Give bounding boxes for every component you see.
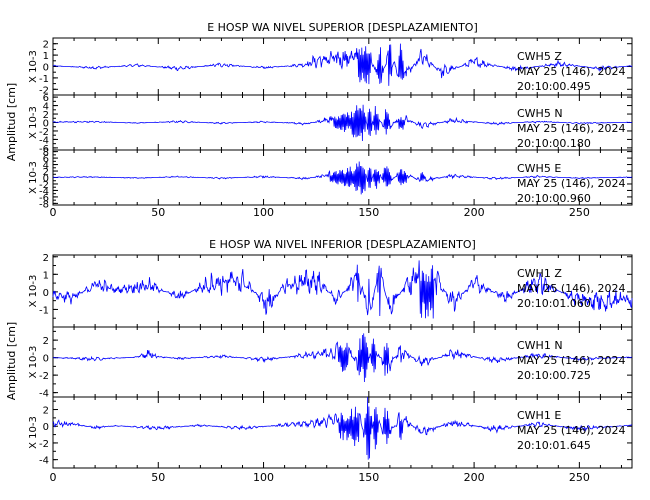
y-tick-label: -2 bbox=[39, 180, 49, 191]
x-tick-label: 50 bbox=[151, 206, 165, 219]
y-tick-label: 0 bbox=[43, 288, 49, 299]
channel-label: CWH1 Z bbox=[517, 267, 562, 280]
y-tick-label: 2 bbox=[43, 253, 49, 264]
series-line bbox=[52, 43, 633, 86]
channel-label: CWH1 N bbox=[517, 339, 563, 352]
scale-label: X 10-3 bbox=[28, 416, 39, 449]
x-tick-label: 200 bbox=[464, 206, 485, 219]
date-label: MAY 25 (146), 2024 bbox=[517, 122, 625, 135]
y-tick-label: 2 bbox=[43, 110, 49, 121]
x-tick-label: 250 bbox=[569, 471, 590, 484]
series-line bbox=[52, 396, 633, 460]
time-label: 20:10:01.060 bbox=[517, 297, 591, 310]
channel-label: CWH5 Z bbox=[517, 50, 562, 63]
panel-cwh1-e: -4 -2 0 2 X 10-3 CWH1 E MAY 25 (146), 2024 20:1… bbox=[28, 396, 633, 469]
scale-label: X 10-3 bbox=[28, 106, 39, 139]
scale-label: X 10-3 bbox=[28, 50, 39, 83]
y-axis-label: Amplitud [cm] bbox=[5, 322, 18, 400]
date-label: MAY 25 (146), 2024 bbox=[517, 65, 625, 78]
channel-label: CWH5 E bbox=[517, 162, 561, 175]
x-tick-label: 0 bbox=[50, 206, 57, 219]
y-tick-label: -1 bbox=[39, 74, 49, 85]
y-tick-label: -6 bbox=[39, 144, 49, 155]
chart-title: E HOSP WA NIVEL INFERIOR [DESPLAZAMIENTO… bbox=[209, 238, 476, 251]
x-tick-label: 200 bbox=[464, 471, 485, 484]
y-tick-label: 0 bbox=[43, 119, 49, 130]
y-tick-label: 6 bbox=[43, 93, 49, 104]
series-line bbox=[52, 104, 632, 142]
y-tick-label: -2 bbox=[39, 85, 49, 96]
time-label: 20:10:00.960 bbox=[517, 192, 591, 205]
y-tick-label: -1 bbox=[39, 305, 49, 316]
y-tick-label: -2 bbox=[39, 127, 49, 138]
x-tick-label: 100 bbox=[253, 471, 274, 484]
series-line bbox=[53, 161, 633, 195]
y-tick-label: 4 bbox=[43, 102, 49, 113]
y-tick-label: -2 bbox=[39, 439, 49, 450]
y-tick-label: 8 bbox=[43, 148, 49, 159]
y-tick-label: 4 bbox=[43, 161, 49, 172]
chart-title: E HOSP WA NIVEL SUPERIOR [DESPLAZAMIENTO… bbox=[207, 21, 478, 34]
date-label: MAY 25 (146), 2024 bbox=[517, 177, 625, 190]
y-tick-label: -4 bbox=[39, 389, 49, 400]
x-tick-label: 0 bbox=[50, 471, 57, 484]
y-tick-label: -6 bbox=[39, 193, 49, 204]
channel-label: CWH1 E bbox=[517, 409, 561, 422]
y-tick-label: 6 bbox=[43, 154, 49, 165]
y-tick-label: -4 bbox=[39, 456, 49, 467]
series-line bbox=[52, 260, 633, 319]
x-tick-label: 50 bbox=[151, 471, 165, 484]
x-tick-label: 150 bbox=[358, 206, 379, 219]
chart-2: E HOSP WA NIVEL INFERIOR [DESPLAZAMIENTO… bbox=[5, 238, 633, 484]
y-tick-label: 0 bbox=[43, 63, 49, 74]
y-tick-label: 2 bbox=[43, 167, 49, 178]
y-axis-label: Amplitud [cm] bbox=[5, 83, 18, 161]
chart-1: E HOSP WA NIVEL SUPERIOR [DESPLAZAMIENTO… bbox=[5, 21, 633, 219]
y-tick-label: 2 bbox=[43, 40, 49, 51]
date-label: MAY 25 (146), 2024 bbox=[517, 354, 625, 367]
y-tick-label: 0 bbox=[43, 354, 49, 365]
y-tick-label: 1 bbox=[43, 51, 49, 62]
time-label: 20:10:00.495 bbox=[517, 80, 591, 93]
y-tick-label: -8 bbox=[39, 199, 49, 210]
scale-label: X 10-3 bbox=[28, 161, 39, 194]
panel-cwh1-z: -1 0 1 2 X 10-3 CWH1 Z MAY 25 (146), 2024 20:10… bbox=[28, 253, 633, 328]
x-tick-label: 100 bbox=[253, 206, 274, 219]
channel-label: CWH5 N bbox=[517, 107, 563, 120]
y-tick-label: 0 bbox=[43, 174, 49, 185]
panel-frame bbox=[52, 396, 633, 469]
time-label: 20:10:00.725 bbox=[517, 369, 591, 382]
y-tick-label: 2 bbox=[43, 406, 49, 417]
y-tick-label: 0 bbox=[43, 422, 49, 433]
y-tick-label: -4 bbox=[39, 186, 49, 197]
y-tick-label: 1 bbox=[43, 270, 49, 281]
y-tick-label: -2 bbox=[39, 371, 49, 382]
time-label: 20:10:00.180 bbox=[517, 137, 591, 150]
scale-label: X 10-3 bbox=[28, 275, 39, 308]
panel-cwh1-n: -4 -2 0 2 X 10-3 CWH1 N MAY 25 (146), 2024 20:1… bbox=[28, 326, 633, 400]
date-label: MAY 25 (146), 2024 bbox=[517, 282, 625, 295]
x-tick-label: 150 bbox=[358, 471, 379, 484]
series-line bbox=[53, 333, 633, 383]
time-label: 20:10:01.645 bbox=[517, 439, 591, 452]
y-tick-label: 2 bbox=[43, 336, 49, 347]
x-tick-label: 250 bbox=[569, 206, 590, 219]
y-tick-label: -4 bbox=[39, 135, 49, 146]
scale-label: X 10-3 bbox=[28, 346, 39, 379]
date-label: MAY 25 (146), 2024 bbox=[517, 424, 625, 437]
